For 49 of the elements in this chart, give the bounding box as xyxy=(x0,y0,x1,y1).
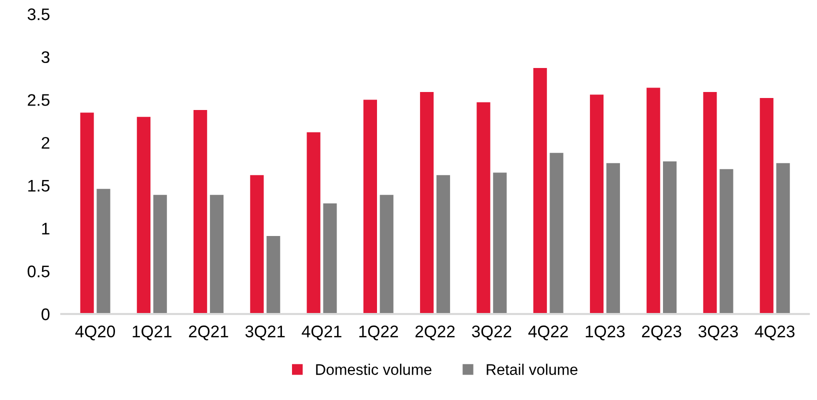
bar xyxy=(420,92,434,314)
x-tick-label: 3Q22 xyxy=(472,326,512,340)
bar xyxy=(80,112,94,314)
bar xyxy=(210,194,224,314)
x-tick-label: 2Q21 xyxy=(188,326,228,340)
y-tick-label: 2 xyxy=(42,136,50,149)
bar xyxy=(380,194,394,314)
bar xyxy=(96,188,110,314)
x-tick-label: 2Q22 xyxy=(416,326,455,340)
bar xyxy=(606,163,620,314)
bar xyxy=(663,161,677,314)
y-tick-label: 3 xyxy=(42,51,50,64)
x-tick-label: 1Q22 xyxy=(359,326,398,340)
x-tick-label: 4Q23 xyxy=(754,326,795,340)
y-tick-label: 0.5 xyxy=(28,266,50,278)
bar xyxy=(760,98,774,314)
bar xyxy=(136,116,150,314)
bar xyxy=(194,110,208,314)
y-tick-label: 0 xyxy=(42,308,50,320)
bar xyxy=(436,175,450,314)
bar xyxy=(550,152,564,314)
bar xyxy=(703,92,717,314)
bar xyxy=(533,68,547,314)
bar xyxy=(493,172,507,314)
bar xyxy=(776,163,790,314)
legend-label: Domestic volume xyxy=(316,364,432,375)
bar xyxy=(720,169,734,314)
y-tick-label: 1.5 xyxy=(28,180,50,192)
bar xyxy=(153,194,167,314)
bar xyxy=(646,88,660,314)
x-tick-label: 1Q21 xyxy=(132,326,172,340)
bar xyxy=(323,203,337,314)
x-tick-label: 4Q20 xyxy=(75,326,115,340)
y-tick-label: 1 xyxy=(42,222,50,234)
y-tick-label: 2.5 xyxy=(28,94,50,106)
x-tick-label: 3Q23 xyxy=(698,326,738,340)
bar xyxy=(363,100,378,314)
bar xyxy=(306,132,320,314)
x-tick-label: 4Q21 xyxy=(302,326,342,340)
x-tick-label: 2Q23 xyxy=(642,326,682,340)
bar xyxy=(476,102,490,314)
x-tick-label: 3Q21 xyxy=(245,326,285,340)
y-tick-label: 3.5 xyxy=(28,8,50,20)
legend-label: Retail volume xyxy=(486,364,578,375)
bar xyxy=(266,236,280,314)
bar xyxy=(250,175,264,314)
x-tick-label: 1Q23 xyxy=(586,326,625,340)
x-tick-label: 4Q22 xyxy=(528,326,568,340)
bar xyxy=(590,94,604,314)
